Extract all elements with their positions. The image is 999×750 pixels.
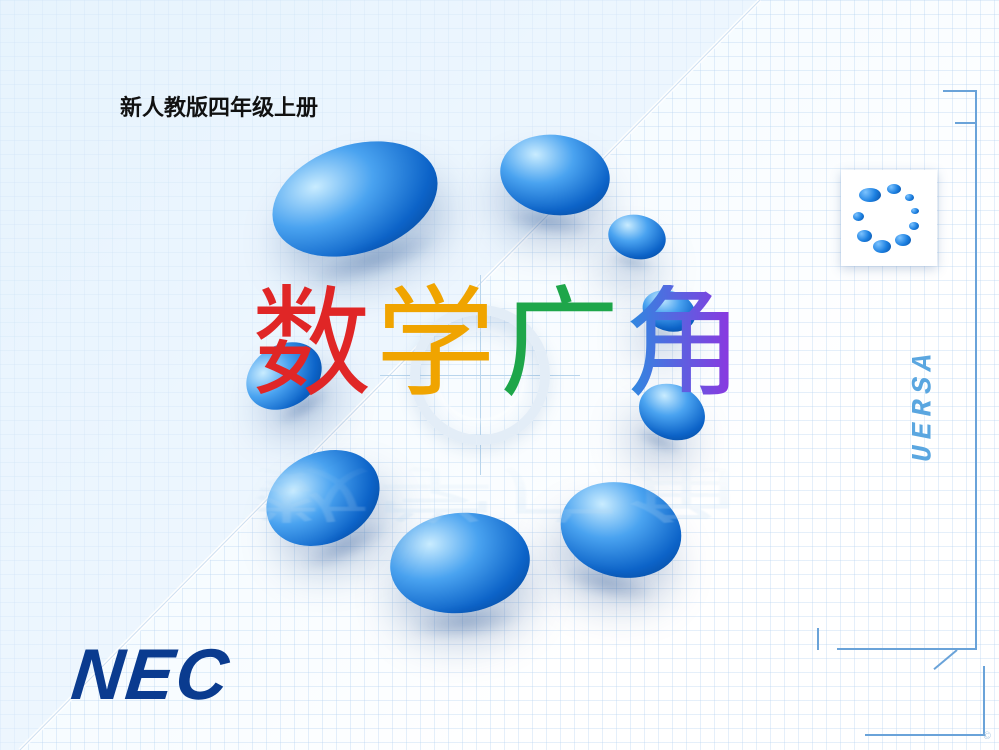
thumb-droplet bbox=[853, 212, 864, 221]
thumb-droplet bbox=[895, 234, 911, 246]
title-glyph-reflection: 学 bbox=[376, 459, 500, 526]
brand-logo: NEC bbox=[68, 634, 235, 716]
title-glyph: 数 bbox=[252, 285, 376, 405]
subtitle-text: 新人教版四年级上册 bbox=[120, 90, 318, 122]
droplet bbox=[604, 209, 670, 264]
title-glyph: 学 bbox=[376, 285, 500, 405]
side-label: UERSA bbox=[867, 390, 981, 421]
thumb-droplet bbox=[887, 184, 901, 194]
corner-bracket bbox=[865, 666, 985, 736]
title-glyph-reflection: 数 bbox=[252, 459, 376, 526]
thumb-droplet bbox=[873, 240, 891, 253]
title-glyph: 角 bbox=[624, 285, 748, 405]
thumb-droplet bbox=[909, 222, 919, 230]
title-glyph: 广 bbox=[500, 285, 624, 405]
droplet bbox=[494, 128, 614, 223]
thumb-droplet bbox=[857, 230, 872, 242]
thumb-droplet bbox=[859, 188, 881, 202]
main-title: 数学广角 bbox=[252, 276, 748, 414]
title-glyph-reflection: 角 bbox=[624, 459, 748, 526]
side-label-text: UERSA bbox=[908, 348, 939, 462]
droplet bbox=[257, 121, 452, 276]
thumb-droplet bbox=[911, 208, 919, 214]
copyright-mark: © bbox=[983, 731, 991, 742]
title-glyph-reflection: 广 bbox=[500, 459, 624, 526]
thumb-droplet bbox=[905, 194, 914, 201]
droplet-thumbnail bbox=[841, 170, 937, 266]
title-reflection: 数学广角 bbox=[252, 455, 748, 542]
